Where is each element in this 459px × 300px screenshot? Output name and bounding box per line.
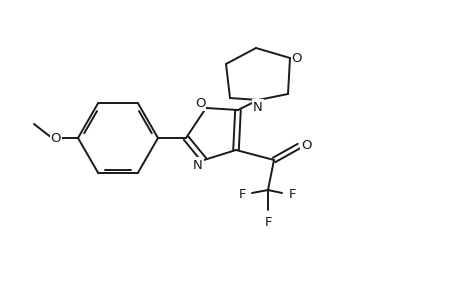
Text: O: O [50,131,61,145]
Text: O: O [300,139,311,152]
Text: N: N [252,100,262,113]
Text: F: F [288,188,295,200]
Text: F: F [238,188,245,200]
Text: O: O [291,52,302,64]
Text: N: N [193,158,202,172]
Text: O: O [194,97,205,110]
Text: F: F [263,215,271,229]
